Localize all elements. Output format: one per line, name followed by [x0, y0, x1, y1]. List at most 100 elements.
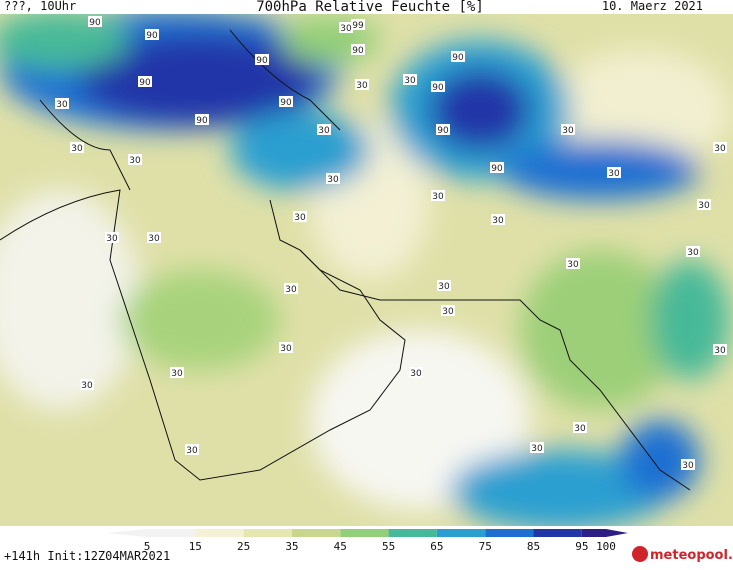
contour-label-bg: [409, 367, 423, 378]
contour-label: 90: [89, 18, 101, 28]
contour-label-bg: [561, 124, 575, 135]
colorbar-segment: [243, 529, 292, 537]
contour-label: 90: [352, 46, 364, 56]
contour-label-bg: [105, 232, 119, 243]
contour-label: 30: [71, 144, 83, 154]
contour-label-bg: [185, 444, 199, 455]
colorbar-segment: [485, 529, 534, 537]
contour-label-bg: [713, 344, 727, 355]
contour-label-bg: [403, 74, 417, 85]
contour-label: 30: [714, 144, 726, 154]
valid-time: ???, 10Uhr: [4, 0, 76, 13]
contour-label: 30: [438, 282, 450, 292]
contour-label: 90: [491, 164, 503, 174]
coastlines: [0, 29, 691, 491]
contour-label-bg: [255, 54, 269, 65]
colorbar-tick-label: 25: [237, 540, 250, 553]
contour-label: 90: [256, 56, 268, 66]
contour-label: 30: [280, 344, 292, 354]
colorbar-min-arrow: [107, 529, 147, 537]
contour-label: 90: [196, 116, 208, 126]
colorbar-tick-label: 5: [144, 540, 151, 553]
colorbar-tick-label: 100: [596, 540, 616, 553]
colorbar-tick-label: 65: [430, 540, 443, 553]
contour-label-bg: [437, 280, 451, 291]
contour-label: 30: [698, 201, 710, 211]
colorbar-tick-label: 55: [382, 540, 395, 553]
contour-label: 90: [280, 98, 292, 108]
contour-label-bg: [88, 16, 102, 27]
contour-label-bg: [145, 29, 159, 40]
colorbar-segment: [147, 529, 196, 537]
contour-label: 30: [432, 192, 444, 202]
contour-label-bg: [279, 342, 293, 353]
contour-label: 30: [186, 446, 198, 456]
colorbar-tick-label: 35: [285, 540, 298, 553]
contour-label-bg: [351, 44, 365, 55]
contour-label-bg: [339, 22, 353, 33]
contour-label-bg: [431, 190, 445, 201]
contour-label-bg: [355, 79, 369, 90]
contour-label: 30: [81, 381, 93, 391]
contour-label-bg: [566, 258, 580, 269]
contour-label-bg: [681, 459, 695, 470]
contour-label-bg: [170, 367, 184, 378]
contour-label-bg: [55, 98, 69, 109]
contour-label-bg: [573, 422, 587, 433]
contour-label: 90: [139, 78, 151, 88]
colorbar-tick-label: 45: [334, 540, 347, 553]
contour-label-bg: [279, 96, 293, 107]
contour-label-bg: [530, 442, 544, 453]
contour-label-bg: [293, 211, 307, 222]
contour-label: 30: [687, 248, 699, 258]
contour-label: 30: [327, 175, 339, 185]
contour-label: 30: [106, 234, 118, 244]
contour-label: 30: [404, 76, 416, 86]
contour-label: 30: [356, 81, 368, 91]
colorbar-segment: [436, 529, 486, 537]
contour-label-bg: [195, 114, 209, 125]
contour-label: 30: [56, 100, 68, 110]
contour-label-bg: [138, 76, 152, 87]
contour-label-bg: [128, 154, 142, 165]
logo: meteopool.org: [650, 548, 733, 563]
valid-date: 10. Maerz 2021: [602, 0, 703, 13]
contour-label-bg: [436, 124, 450, 135]
contour-label: 30: [608, 169, 620, 179]
colorbar-segment: [340, 529, 389, 537]
contour-label-bg: [491, 214, 505, 225]
humidity-field: [0, 14, 733, 526]
contour-label-bg: [441, 305, 455, 316]
contour-label-bg: [326, 173, 340, 184]
contour-label-bg: [284, 283, 298, 294]
contour-label-bg: [70, 142, 84, 153]
contour-label: 30: [129, 156, 141, 166]
contour-label-bg: [713, 142, 727, 153]
contour-label: 30: [171, 369, 183, 379]
contour-label: 30: [562, 126, 574, 136]
contour-label: 30: [285, 285, 297, 295]
contour-label-bg: [351, 19, 365, 30]
colorbar-tick-label: 85: [527, 540, 540, 553]
contour-label: 90: [146, 31, 158, 41]
map-title: 700hPa Relative Feuchte [%]: [256, 0, 484, 15]
contour-label: 30: [682, 461, 694, 471]
colorbar-segment: [388, 529, 437, 537]
contour-label-bg: [607, 167, 621, 178]
colorbar-tick-label: 95: [575, 540, 588, 553]
contour-label: 30: [442, 307, 454, 317]
contour-label: 30: [148, 234, 160, 244]
contour-label: 99: [352, 21, 364, 31]
run-info: +141h Init:12Z04MAR2021: [4, 549, 170, 563]
contour-label-bg: [451, 51, 465, 62]
colorbar-segment: [291, 529, 341, 537]
contour-label: 30: [492, 216, 504, 226]
contour-label: 30: [567, 260, 579, 270]
contour-label-bg: [686, 246, 700, 257]
contour-label-bg: [147, 232, 161, 243]
contour-label-bg: [490, 162, 504, 173]
colorbar-segment: [533, 529, 582, 537]
contour-label: 90: [432, 83, 444, 93]
